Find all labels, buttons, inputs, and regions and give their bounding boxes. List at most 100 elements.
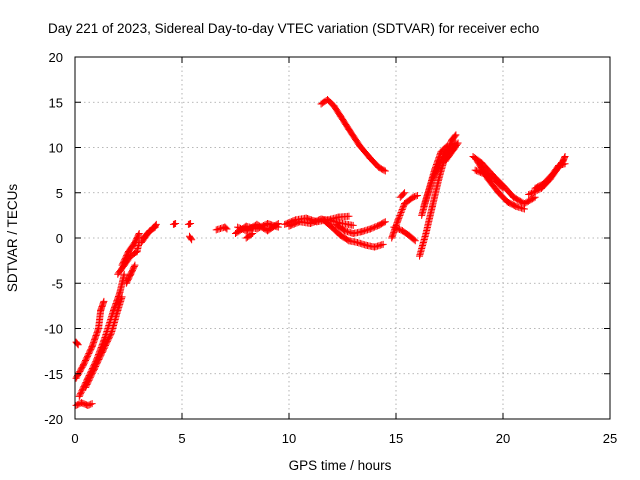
data-point (381, 218, 389, 226)
data-track (185, 232, 196, 244)
y-tick-label: -5 (51, 276, 63, 291)
data-point (135, 229, 143, 237)
data-point (135, 231, 143, 239)
data-point (349, 221, 357, 229)
data-point (397, 208, 405, 216)
data-track (169, 220, 180, 228)
data-point (366, 225, 374, 233)
data-point (530, 188, 538, 196)
x-tick-label: 5 (178, 431, 185, 446)
data-point (223, 225, 231, 233)
y-tick-label: 15 (49, 95, 63, 110)
data-point (369, 224, 377, 232)
data-point (561, 153, 569, 161)
data-point (529, 188, 537, 196)
data-point (188, 236, 196, 244)
x-tick-label: 25 (603, 431, 617, 446)
data-point (530, 194, 538, 202)
data-point (528, 189, 536, 197)
data-track (122, 261, 139, 287)
data-point (399, 203, 407, 211)
data-point (120, 270, 128, 278)
y-tick-label: 20 (49, 50, 63, 65)
data-point (410, 236, 418, 244)
data-point (236, 224, 244, 232)
data-point (394, 225, 402, 233)
x-tick-label: 10 (282, 431, 296, 446)
data-point (393, 224, 401, 232)
data-track (332, 218, 389, 237)
y-tick-label: 10 (49, 141, 63, 156)
data-track (72, 297, 108, 382)
data-point (520, 205, 528, 213)
data-point (85, 401, 93, 409)
data-point (131, 261, 139, 269)
data-track (184, 220, 195, 228)
data-point (391, 224, 399, 232)
data-point (107, 330, 115, 338)
x-axis-label: GPS time / hours (289, 458, 392, 473)
data-track (317, 96, 389, 175)
data-point (398, 207, 406, 215)
y-tick-label: 5 (56, 186, 63, 201)
data-point (399, 204, 407, 212)
data-point (561, 154, 569, 162)
y-axis-label: SDTVAR / TECUs (5, 184, 20, 293)
y-tick-label: -15 (44, 367, 63, 382)
data-point (380, 166, 388, 174)
data-point (454, 139, 462, 147)
data-track (82, 293, 126, 391)
data-track (319, 216, 387, 251)
tick-layer: 0 5 10 15 20 25 -20 -15 -10 -5 0 5 10 15 20 (44, 50, 617, 446)
data-point (413, 191, 421, 199)
y-tick-label: 0 (56, 231, 63, 246)
data-point (526, 190, 534, 198)
chart-title: Day 221 of 2023, Sidereal Day-to-day VTE… (48, 21, 539, 36)
data-track (139, 223, 159, 242)
data-point (398, 206, 406, 214)
data-point (498, 183, 506, 191)
data-point (73, 339, 81, 347)
data-point (525, 191, 533, 199)
data-point (412, 192, 420, 200)
data-point (130, 262, 138, 270)
data-point (187, 220, 195, 228)
data-point (187, 235, 195, 243)
data-track (441, 139, 462, 165)
data-point (452, 131, 460, 139)
data-point (118, 293, 126, 301)
data-point (88, 400, 96, 408)
data-point (274, 220, 282, 228)
data-track (473, 157, 528, 213)
data-track (396, 189, 409, 201)
data-point (238, 225, 246, 233)
data-point (409, 193, 417, 201)
data-point (561, 160, 569, 168)
data-track (390, 223, 419, 245)
data-point (396, 210, 404, 218)
x-tick-label: 20 (496, 431, 510, 446)
data-track (531, 160, 569, 192)
grid-layer (75, 57, 610, 419)
data-point (381, 167, 389, 175)
data-point (380, 218, 388, 226)
data-point (222, 224, 230, 232)
data-point (499, 184, 507, 192)
data-point (249, 229, 257, 237)
data-point (395, 214, 403, 222)
data-point (345, 212, 353, 220)
x-tick-label: 0 (71, 431, 78, 446)
data-point (379, 240, 387, 248)
data-point (235, 224, 243, 232)
data-point (368, 224, 376, 232)
data-track (234, 220, 282, 235)
data-track (72, 338, 82, 349)
data-point (87, 400, 95, 408)
data-point (151, 223, 159, 231)
data-point (390, 223, 398, 231)
data-point (394, 216, 402, 224)
data-point (401, 189, 409, 197)
data-point (100, 297, 108, 305)
